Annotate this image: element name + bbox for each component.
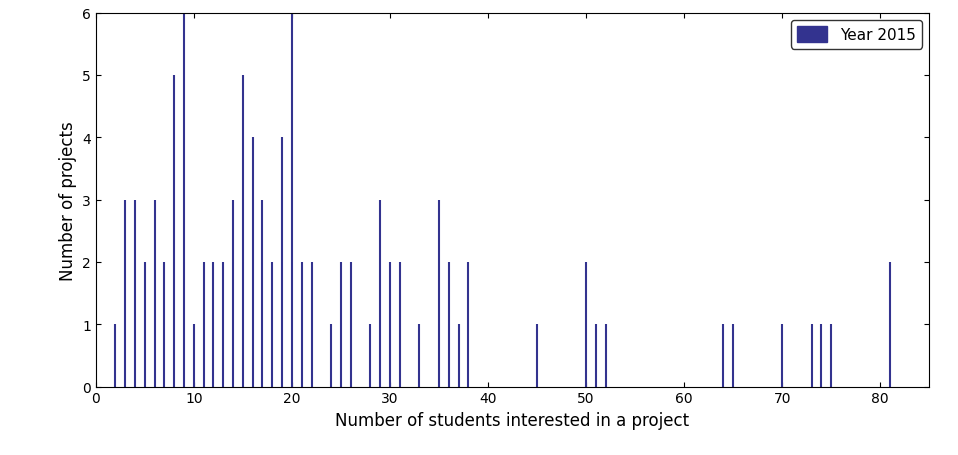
Y-axis label: Number of projects: Number of projects: [58, 121, 77, 280]
X-axis label: Number of students interested in a project: Number of students interested in a proje…: [335, 411, 690, 429]
Legend: Year 2015: Year 2015: [790, 21, 922, 50]
